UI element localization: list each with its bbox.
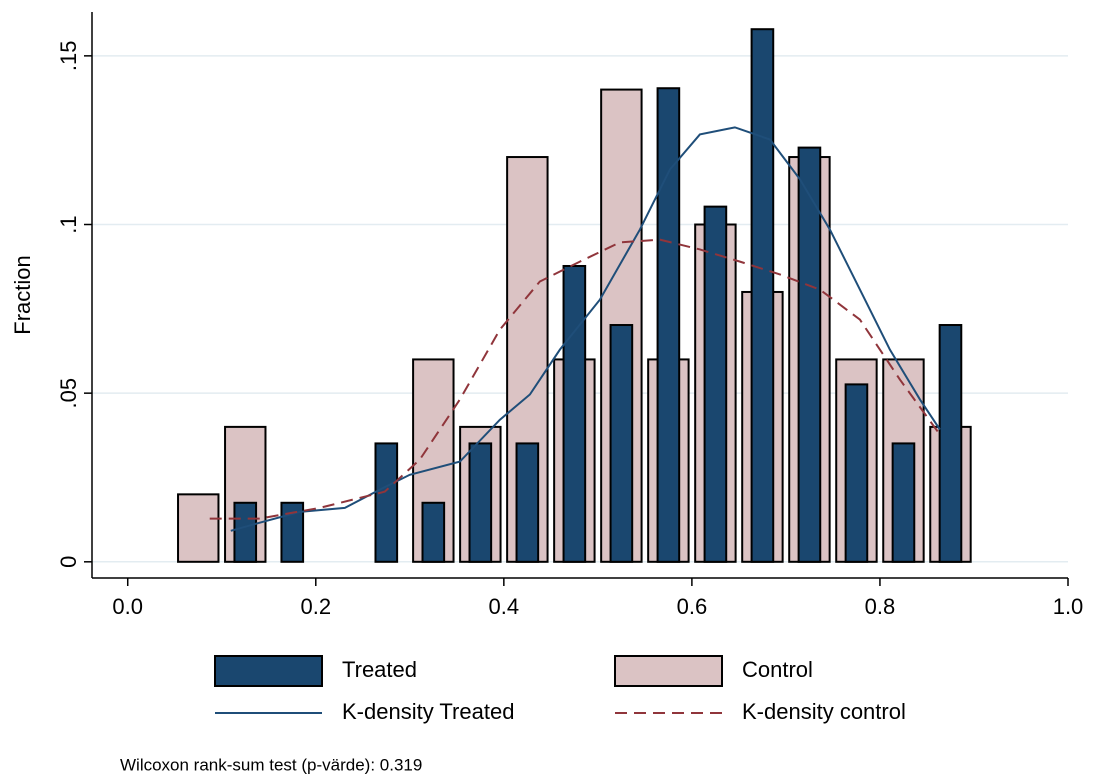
x-tick-label: 0.4 — [489, 594, 520, 619]
x-tick-label: 0.0 — [112, 594, 143, 619]
legend-label: Control — [742, 657, 813, 682]
kde-line — [209, 238, 941, 520]
y-tick-label: .05 — [56, 378, 81, 409]
bar — [374, 442, 399, 563]
legend-swatch — [614, 655, 723, 687]
legend-label: K-density control — [742, 699, 906, 724]
bar — [280, 501, 305, 563]
kde-line — [230, 126, 941, 532]
legend-label: K-density Treated — [342, 699, 514, 724]
bar — [609, 324, 634, 563]
bar — [938, 324, 963, 563]
bar — [750, 28, 775, 563]
bar — [233, 501, 258, 563]
x-tick-label: 0.8 — [865, 594, 896, 619]
bar — [515, 442, 540, 563]
bar — [421, 501, 446, 563]
bar — [844, 383, 869, 563]
bar — [891, 442, 916, 563]
bar — [797, 146, 822, 563]
legend-label: Treated — [342, 657, 417, 682]
legend-swatch — [214, 655, 323, 687]
bar — [177, 493, 220, 563]
x-tick-label: 1.0 — [1053, 594, 1084, 619]
y-tick-label: .15 — [56, 41, 81, 72]
y-tick-label: 0 — [56, 556, 81, 568]
y-tick-label: .1 — [56, 215, 81, 233]
bar — [656, 87, 681, 563]
bar — [468, 442, 493, 563]
bar — [703, 205, 728, 563]
note: Wilcoxon rank-sum test (p-värde): 0.319 — [120, 755, 422, 774]
x-tick-label: 0.6 — [677, 594, 708, 619]
bar — [562, 264, 587, 563]
x-tick-label: 0.2 — [300, 594, 331, 619]
y-axis-label: Fraction — [10, 255, 35, 334]
